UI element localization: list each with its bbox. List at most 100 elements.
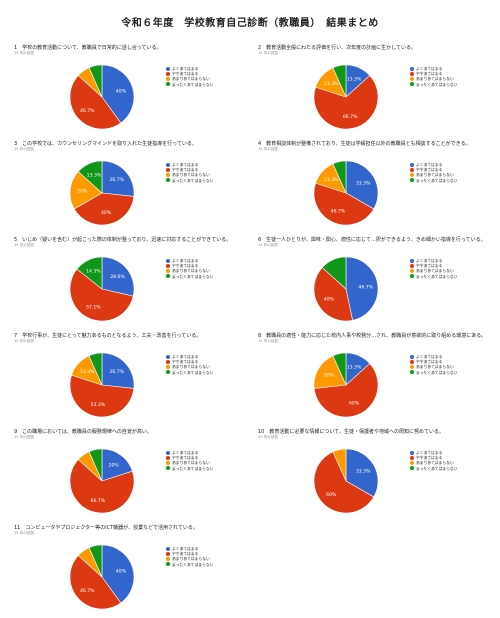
legend-label: よくあてはまる <box>172 66 199 71</box>
legend-item: あまりあてはまらない <box>410 76 457 81</box>
slice-label: 33.3% <box>356 469 371 475</box>
chart-panel: 6 生徒一人ひとりが、興味・関心、適性に応じて…択ができるよう、きめ細かい指導を… <box>258 236 498 330</box>
question-title: 10 教育活動に必要な情報について、生徒・保護者や地域への周知に努めている。 <box>258 429 444 435</box>
legend-label: よくあてはまる <box>416 66 443 71</box>
legend-dot-icon <box>410 66 414 71</box>
pie-chart: 20% 66.7% <box>69 448 135 514</box>
slice-label: 46.7% <box>331 209 346 215</box>
response-count: 15 件の回答 <box>258 147 279 151</box>
pie-chart: 40% 46.7% <box>69 64 135 130</box>
chart-panel: 9 この職場においては、教職員の服務規律への自覚が高い。 15 件の回答 20% 66… <box>14 428 254 522</box>
legend-item: あまりあてはまらない <box>166 460 213 465</box>
question-title: 4 教育相談体制が整備されており、生徒は学級担任以外の教職員とも相談することがで… <box>258 141 471 147</box>
question-title: 6 生徒一人ひとりが、興味・関心、適性に応じて…択ができるよう、きめ細かい指導を… <box>258 237 486 243</box>
question-title: 2 教育活動全般にわたる評価を行い、次年度の計画に生かしている。 <box>258 45 417 51</box>
legend-label: ややあてはまる <box>172 455 199 461</box>
legend-dot-icon <box>166 173 170 177</box>
pie-chart: 28.6% 57.1% 14.3% <box>69 256 135 322</box>
legend-label: まったくあてはまらない <box>416 273 458 279</box>
legend-label: よくあてはまる <box>416 450 443 455</box>
chart-legend: よくあてはまる ややあてはまる あまりあてはまらない まったくあてはまらない <box>166 258 213 279</box>
slice-label: 33.3% <box>356 181 371 187</box>
pie-slice-green <box>321 256 347 290</box>
legend-label: あまりあてはまらない <box>172 556 210 562</box>
chart-legend: よくあてはまる ややあてはまる あまりあてはまらない まったくあてはまらない <box>410 258 457 279</box>
slice-label: 46.7% <box>80 108 95 114</box>
legend-label: あまりあてはまらない <box>172 268 210 274</box>
legend-label: よくあてはまる <box>416 354 443 359</box>
legend-dot-icon <box>410 71 414 76</box>
legend-dot-icon <box>410 258 414 263</box>
legend-dot-icon <box>166 557 170 561</box>
question-title: 1 学校の教育活動について、教職員で日常的に話し合っている。 <box>14 45 162 51</box>
question-title: 5 いじめ（疑いを含む）が起こった際の体制が整っており、迅速に対応することができ… <box>14 237 232 243</box>
legend-item: まったくあてはまらない <box>410 178 457 183</box>
legend-dot-icon <box>410 173 414 177</box>
chart-legend: よくあてはまる ややあてはまる あまりあてはまらない まったくあてはまらない <box>410 450 457 471</box>
legend-dot-icon <box>166 365 170 369</box>
legend-dot-icon <box>166 162 170 167</box>
slice-label: 40% <box>101 210 112 216</box>
pie-slice-orange <box>332 448 347 482</box>
legend-dot-icon <box>166 359 170 364</box>
legend-dot-icon <box>166 77 170 81</box>
legend-label: よくあてはまる <box>416 258 443 263</box>
slice-label: 40% <box>324 296 335 302</box>
slice-label: 66.7% <box>343 114 358 120</box>
response-count: 15 件の回答 <box>14 339 35 343</box>
chart-panel: 1 学校の教育活動について、教職員で日常的に話し合っている。 15 件の回答 40%… <box>14 44 254 138</box>
legend-dot-icon <box>410 370 414 375</box>
slice-label: 13.3% <box>87 172 102 178</box>
legend-item: あまりあてはまらない <box>166 76 213 81</box>
legend-dot-icon <box>166 354 170 359</box>
legend-item: あまりあてはまらない <box>166 268 213 273</box>
legend-dot-icon <box>410 450 414 455</box>
response-count: 15 件の回答 <box>14 51 35 55</box>
legend-label: ややあてはまる <box>416 71 443 77</box>
legend-item: よくあてはまる <box>410 450 457 455</box>
legend-dot-icon <box>410 274 414 279</box>
legend-dot-icon <box>166 258 170 263</box>
legend-label: よくあてはまる <box>172 162 199 167</box>
legend-item: ややあてはまる <box>166 359 213 364</box>
legend-label: まったくあてはまらない <box>172 465 214 471</box>
legend-item: ややあてはまる <box>410 359 457 364</box>
legend-item: まったくあてはまらない <box>166 274 213 279</box>
legend-label: まったくあてはまらない <box>172 273 214 279</box>
slice-label: 13.3% <box>80 369 95 375</box>
legend-dot-icon <box>166 466 170 471</box>
legend-label: あまりあてはまらない <box>416 76 454 82</box>
chart-legend: よくあてはまる ややあてはまる あまりあてはまらない まったくあてはまらない <box>166 450 213 471</box>
pie-slice-blue <box>345 256 379 321</box>
chart-panel: 4 教育相談体制が整備されており、生徒は学級担任以外の教職員とも相談することがで… <box>258 140 498 234</box>
slice-label: 60% <box>326 492 337 498</box>
slice-label: 40% <box>116 88 127 94</box>
pie-slice-green <box>77 160 103 194</box>
slice-label: 28.6% <box>110 274 125 280</box>
pie-slice-blue <box>101 448 133 482</box>
legend-label: まったくあてはまらない <box>172 177 214 183</box>
pie-chart: 13.3% 66.7% 13.3% <box>313 64 379 130</box>
legend-dot-icon <box>410 359 414 364</box>
legend-dot-icon <box>410 263 414 268</box>
legend-label: まったくあてはまらない <box>172 369 214 375</box>
legend-item: あまりあてはまらない <box>410 364 457 369</box>
legend-item: よくあてはまる <box>166 546 213 551</box>
legend-dot-icon <box>410 466 414 471</box>
chart-legend: よくあてはまる ややあてはまる あまりあてはまらない まったくあてはまらない <box>410 162 457 183</box>
legend-item: ややあてはまる <box>166 167 213 172</box>
pie-slice-orange <box>313 355 347 389</box>
page-title: 令和６年度 学校教育自己診断（教職員） 結果まとめ <box>121 18 379 29</box>
pie-slice-red <box>69 459 135 514</box>
pie-chart: 33.3% 46.7% 13.3% <box>313 160 379 226</box>
legend-item: よくあてはまる <box>166 354 213 359</box>
slice-label: 14.3% <box>86 269 101 275</box>
legend-item: よくあてはまる <box>410 354 457 359</box>
legend-item: ややあてはまる <box>166 455 213 460</box>
legend-label: まったくあてはまらない <box>172 81 214 87</box>
slice-label: 20% <box>77 188 88 194</box>
legend-label: あまりあてはまらない <box>416 364 454 370</box>
pie-slice-green <box>88 448 103 482</box>
chart-legend: よくあてはまる ややあてはまる あまりあてはまらない まったくあてはまらない <box>410 66 457 87</box>
response-count: 15 件の回答 <box>258 339 279 343</box>
